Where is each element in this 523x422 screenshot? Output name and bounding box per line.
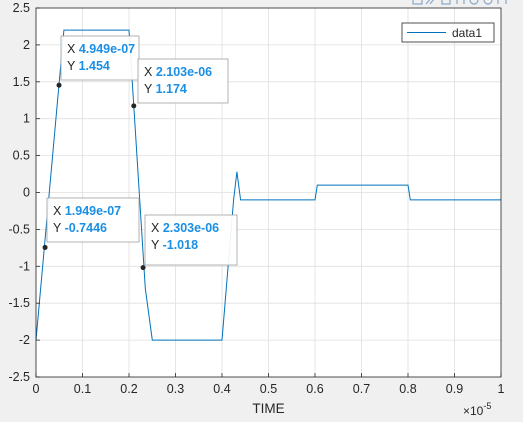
datatip-box <box>60 35 140 81</box>
datatip-x-row: X 2.103e-06 <box>144 65 212 79</box>
save-icon[interactable] <box>441 0 451 5</box>
y-tick-label: 1.5 <box>13 75 30 89</box>
x-tick-label: 0.6 <box>306 382 323 396</box>
y-tick-label: -1 <box>19 259 30 273</box>
axes-toolbar[interactable] <box>412 0 507 5</box>
datatip-marker[interactable] <box>131 103 137 109</box>
x-tick-label: 0.7 <box>353 382 370 396</box>
zoom-out-icon[interactable] <box>483 0 493 5</box>
x-tick-label: 0.2 <box>120 382 137 396</box>
datatip-y-row: Y 1.174 <box>144 82 187 96</box>
datatip-y-value: 1.454 <box>79 59 110 73</box>
datatip-y-value: -1.018 <box>163 238 198 252</box>
datatip-x-key: X <box>53 204 65 218</box>
datatip-y-row: Y 1.454 <box>67 59 110 73</box>
zoom-in-icon[interactable] <box>469 0 479 5</box>
x-axis: 0 0.1 0.2 0.3 0.4 0.5 0.6 0.7 0.8 0.9 1 <box>33 373 505 396</box>
datatip-box <box>144 214 238 266</box>
datatip-y-key: Y <box>151 238 163 252</box>
datatip-box <box>46 197 140 243</box>
x-exponent-label: ×10-5 <box>463 401 491 418</box>
legend-entry-data1: data1 <box>452 26 482 40</box>
datatip[interactable]: X 2.103e-06Y 1.174 <box>131 58 229 109</box>
datatip-x-key: X <box>67 42 79 56</box>
datatip-x-row: X 4.949e-07 <box>67 42 135 56</box>
y-tick-label: 1 <box>23 112 30 126</box>
x-tick-label: 0.9 <box>446 382 463 396</box>
x-tick-label: 0.8 <box>399 382 416 396</box>
datatip-marker[interactable] <box>56 82 62 88</box>
brush-icon[interactable] <box>425 0 434 5</box>
x-tick-label: 0.3 <box>167 382 184 396</box>
datatip-x-value: 2.303e-06 <box>163 221 219 235</box>
x-tick-label: 1 <box>498 382 505 396</box>
datatip-marker[interactable] <box>42 244 48 250</box>
datatip-x-value: 2.103e-06 <box>156 65 212 79</box>
datatip-x-key: X <box>144 65 156 79</box>
datatip[interactable]: X 1.949e-07Y -0.7446 <box>42 197 140 250</box>
datatip-x-key: X <box>151 221 163 235</box>
y-tick-label: 0 <box>23 186 30 200</box>
y-tick-label: 0.5 <box>13 149 30 163</box>
x-tick-label: 0.4 <box>213 382 230 396</box>
datatip-y-row: Y -0.7446 <box>53 221 107 235</box>
datatip-x-value: 4.949e-07 <box>79 42 135 56</box>
datatip-y-value: -0.7446 <box>65 221 107 235</box>
y-tick-label: -2.5 <box>8 370 30 384</box>
y-tick-label: -1.5 <box>8 296 30 310</box>
y-tick-label: 2.5 <box>13 1 30 15</box>
datatip-marker[interactable] <box>140 265 146 271</box>
data-tip-icon[interactable] <box>412 0 423 5</box>
datatip-box <box>137 58 229 104</box>
datatip-y-row: Y -1.018 <box>151 238 198 252</box>
pan-icon[interactable] <box>456 0 465 4</box>
datatip-y-value: 1.174 <box>156 82 187 96</box>
datatip-x-value: 1.949e-07 <box>65 204 121 218</box>
y-tick-label: 2 <box>23 38 30 52</box>
x-tick-label: 0.1 <box>74 382 91 396</box>
datatip-y-key: Y <box>67 59 79 73</box>
legend-box <box>401 22 495 43</box>
x-tick-label: 0 <box>33 382 40 396</box>
x-exponent-base: ×10 <box>463 404 484 418</box>
datatip[interactable]: X 4.949e-07Y 1.454 <box>56 35 140 88</box>
datatip-x-row: X 1.949e-07 <box>53 204 121 218</box>
x-exponent-power: -5 <box>483 401 491 411</box>
y-axis: -2.5 -2 -1.5 -1 -0.5 0 0.5 1 1.5 2 2.5 <box>8 1 40 384</box>
x-tick-label: 0.5 <box>260 382 277 396</box>
legend[interactable]: data1 <box>401 22 495 43</box>
y-tick-label: -0.5 <box>8 222 30 236</box>
y-tick-label: -2 <box>19 333 30 347</box>
datatip-y-key: Y <box>53 221 65 235</box>
x-axis-label: TIME <box>252 401 284 416</box>
datatip-x-row: X 2.303e-06 <box>151 221 219 235</box>
datatip-y-key: Y <box>144 82 156 96</box>
home-icon[interactable] <box>497 0 507 4</box>
datatip[interactable]: X 2.303e-06Y -1.018 <box>140 214 238 271</box>
